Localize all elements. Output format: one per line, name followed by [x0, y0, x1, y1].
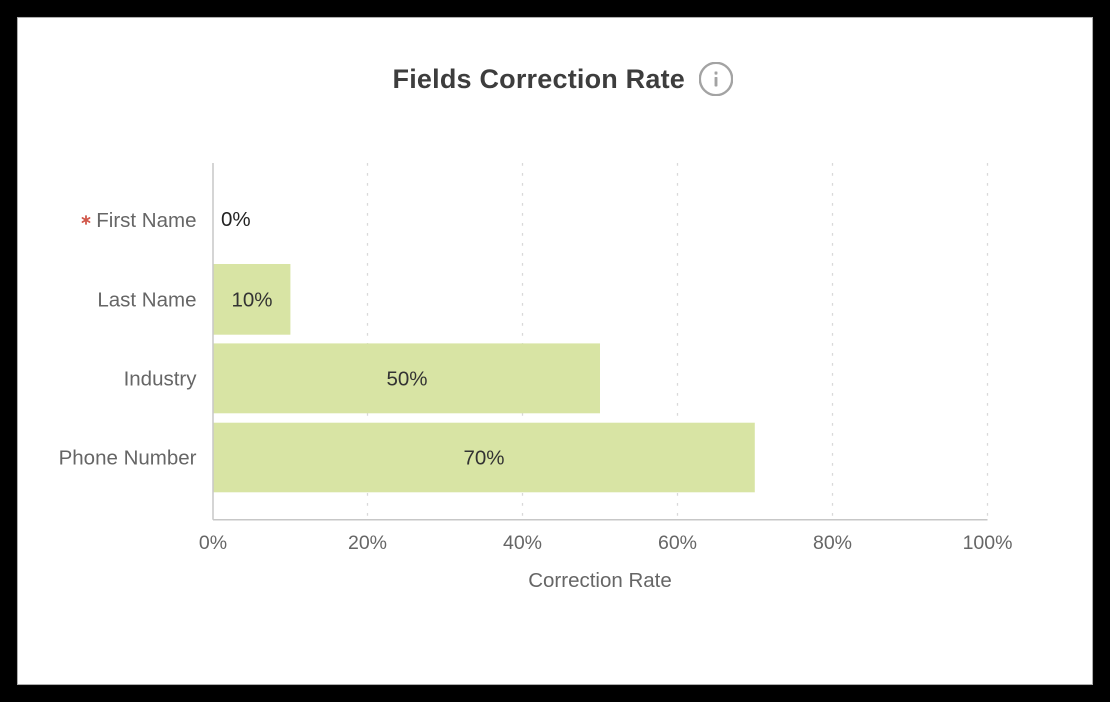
svg-text:0%: 0%	[199, 532, 227, 554]
svg-text:100%: 100%	[963, 532, 1013, 554]
svg-text:80%: 80%	[813, 532, 852, 554]
svg-text:50%: 50%	[386, 368, 427, 391]
svg-text:Correction Rate: Correction Rate	[528, 569, 672, 592]
svg-text:First Name: First Name	[96, 209, 196, 232]
svg-text:20%: 20%	[348, 532, 387, 554]
svg-text:Phone Number: Phone Number	[59, 447, 197, 470]
svg-text:70%: 70%	[463, 447, 504, 470]
svg-text:0%: 0%	[221, 208, 251, 231]
svg-text:10%: 10%	[231, 289, 272, 312]
svg-text:Last Name: Last Name	[97, 289, 196, 312]
svg-text:40%: 40%	[503, 532, 542, 554]
svg-text:Industry: Industry	[124, 368, 198, 391]
svg-text:60%: 60%	[658, 532, 697, 554]
